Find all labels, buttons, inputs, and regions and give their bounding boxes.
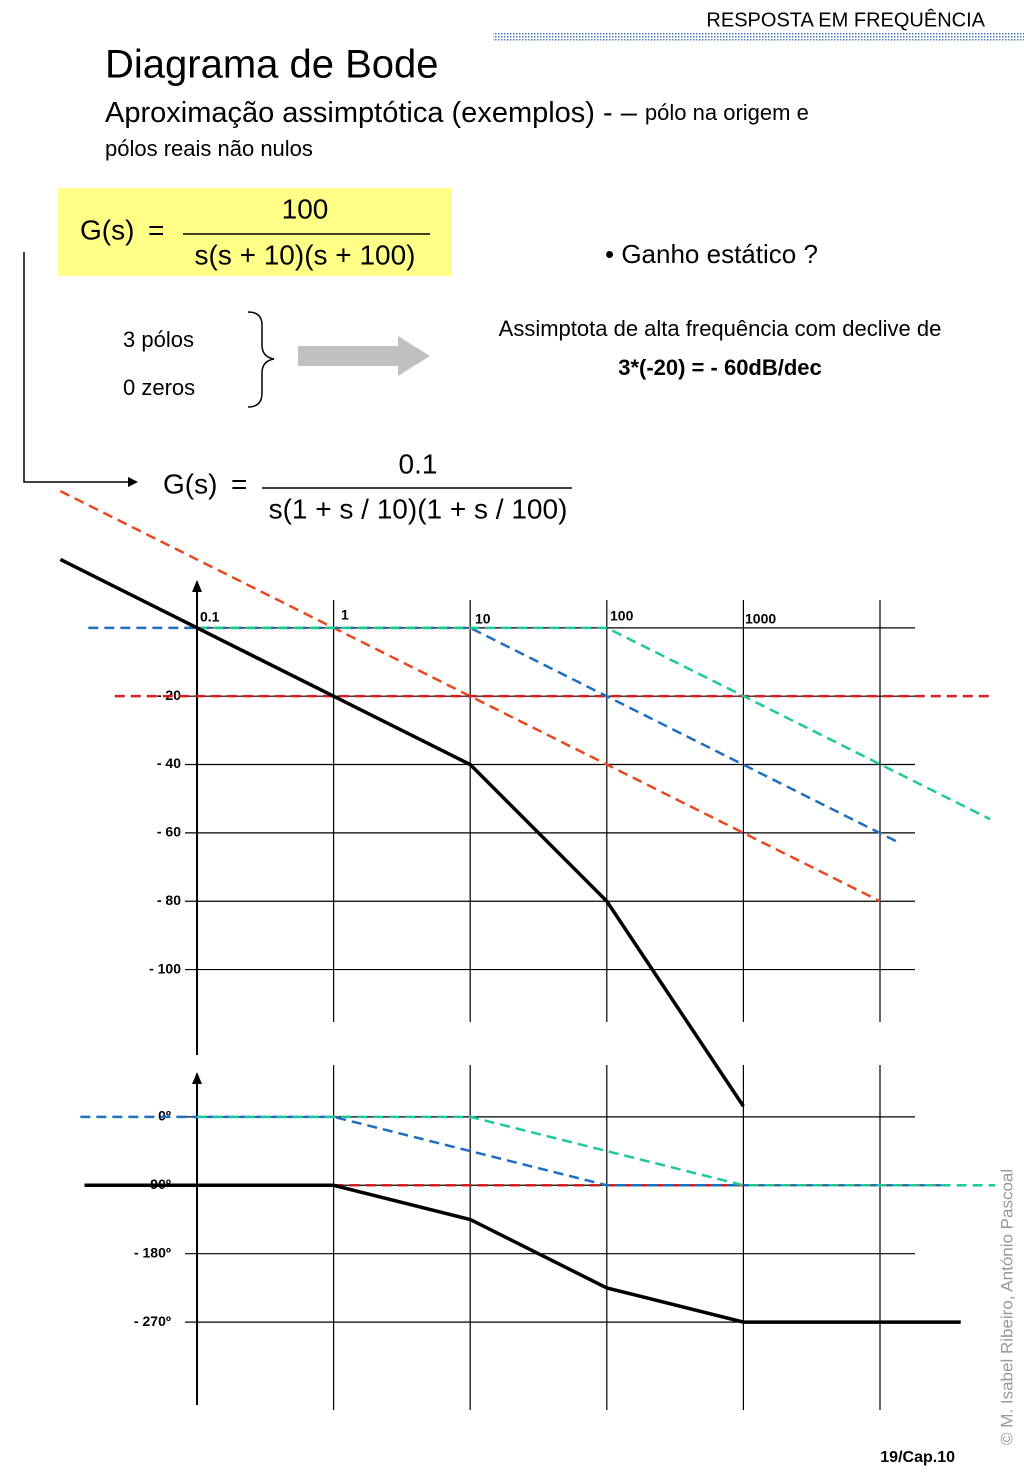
formula2-denominator: s(1 + s / 10)(1 + s / 100)	[269, 493, 568, 524]
x-tick-label: 0.1	[200, 609, 220, 625]
brace	[247, 311, 275, 408]
asymptote	[197, 1115, 996, 1187]
question: • Ganho estático ?	[605, 239, 818, 269]
y-tick-label: - 40	[157, 755, 181, 771]
asymptote	[59, 490, 881, 903]
y-tick-label: 0º	[158, 1108, 171, 1124]
connector	[23, 252, 128, 483]
note-line-1: Assimptota de alta frequência com decliv…	[499, 316, 942, 341]
x-tick-label: 10	[475, 611, 491, 627]
title: Diagrama de Bode	[105, 43, 439, 87]
formula2-numerator: 0.1	[399, 448, 438, 479]
formula-eq: =	[148, 214, 164, 245]
subtitle-small: pólo na origem e	[645, 100, 809, 125]
formula-box	[58, 188, 452, 276]
total-response	[59, 557, 745, 1108]
x-tick-label: 100	[610, 608, 634, 624]
y-tick-label: - 20	[157, 687, 181, 703]
subtitle-small-2: pólos reais não nulos	[105, 136, 313, 161]
y-tick-label: - 80	[157, 892, 181, 908]
asymptote	[88, 626, 901, 845]
axis-arrow	[192, 580, 202, 592]
formula2-lhs: G(s)	[163, 468, 217, 499]
connector-head	[128, 477, 138, 487]
header: RESPOSTA EM FREQUÊNCIA	[706, 8, 985, 31]
x-tick-label: 1000	[745, 611, 776, 627]
formula-numerator: 100	[282, 193, 329, 224]
grey-arrow	[298, 336, 430, 376]
footer: 19/Cap.10	[880, 1449, 955, 1466]
axis-arrow	[192, 1072, 202, 1084]
copyright: © M. Isabel Ribeiro, António Pascoal	[997, 1169, 1016, 1445]
header-bar	[493, 33, 1024, 41]
y-tick-label: - 60	[157, 824, 181, 840]
poles: 3 pólos	[123, 327, 194, 352]
x-tick-label: 1	[341, 607, 349, 623]
asymptote	[197, 626, 991, 821]
subtitle-main: Aproximação assimptótica (exemplos) - –	[105, 97, 638, 129]
formula-denominator: s(s + 10)(s + 100)	[195, 239, 416, 270]
formula2-eq: =	[231, 468, 247, 499]
asymptote	[80, 1115, 946, 1187]
y-tick-label: - 180º	[134, 1244, 171, 1260]
zeros: 0 zeros	[123, 375, 195, 400]
formula-lhs: G(s)	[80, 214, 134, 245]
subtitle: Aproximação assimptótica (exemplos) - – …	[105, 97, 809, 129]
y-tick-label: - 270º	[134, 1313, 171, 1329]
y-tick-label: - 100	[149, 960, 181, 976]
note-line-2: 3*(-20) = - 60dB/dec	[618, 355, 822, 380]
total-response	[84, 1183, 961, 1324]
